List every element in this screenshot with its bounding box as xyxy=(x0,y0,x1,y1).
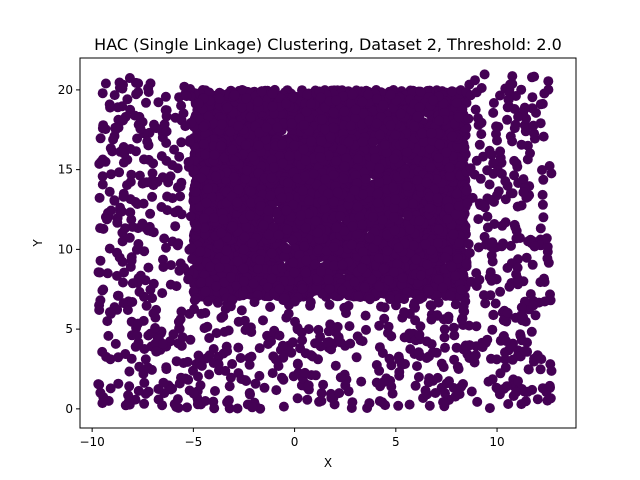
scatter-point xyxy=(444,170,455,181)
scatter-point xyxy=(302,89,313,100)
scatter-point xyxy=(328,170,339,180)
scatter-point xyxy=(268,222,279,233)
scatter-point xyxy=(300,267,311,278)
scatter-point xyxy=(248,177,259,188)
chart-title: HAC (Single Linkage) Clustering, Dataset… xyxy=(94,35,562,54)
scatter-point xyxy=(439,107,450,118)
scatter-point xyxy=(209,118,219,129)
scatter-point xyxy=(359,282,370,293)
point-region-filled-rectangle xyxy=(188,84,472,303)
scatter-point xyxy=(389,203,399,214)
scatter-point xyxy=(407,86,418,97)
scatter-point xyxy=(363,89,374,100)
scatter-point xyxy=(232,256,243,267)
scatter-point xyxy=(311,282,322,293)
scatter-point xyxy=(310,216,321,226)
scatter-points xyxy=(93,69,557,414)
scatter-point xyxy=(198,139,209,150)
scatter-point xyxy=(287,235,298,245)
scatter-point xyxy=(346,239,357,250)
scatter-point xyxy=(246,197,257,208)
scatter-point xyxy=(265,190,276,201)
scatter-point xyxy=(377,214,388,225)
scatter-point xyxy=(408,198,418,209)
scatter-point xyxy=(303,208,314,219)
scatter-point xyxy=(289,267,300,278)
scatter-point xyxy=(358,247,368,257)
scatter-point xyxy=(402,181,413,192)
scatter-point xyxy=(240,173,251,184)
scatter-point xyxy=(433,224,444,235)
scatter-point xyxy=(231,281,242,291)
scatter-point xyxy=(310,259,320,270)
scatter-point xyxy=(220,255,231,266)
scatter-point xyxy=(260,134,271,145)
scatter-point xyxy=(209,212,220,223)
scatter-point xyxy=(343,199,354,210)
scatter-point xyxy=(424,191,435,202)
scatter-point xyxy=(360,255,371,266)
scatter-point xyxy=(203,111,214,122)
scatter-point xyxy=(253,263,263,274)
scatter-point xyxy=(380,140,390,150)
scatter-point xyxy=(237,85,248,95)
scatter-point xyxy=(461,258,472,269)
scatter-point xyxy=(381,174,392,185)
scatter-point xyxy=(313,244,324,255)
scatter-point xyxy=(267,88,278,99)
scatter-point xyxy=(323,150,334,161)
scatter-point xyxy=(299,241,310,252)
scatter-point xyxy=(282,185,293,196)
scatter-point xyxy=(229,172,240,183)
scatter-point xyxy=(221,245,232,256)
scatter-point xyxy=(440,252,451,263)
scatter-point xyxy=(241,221,251,232)
scatter-point xyxy=(447,86,457,97)
scatter-point xyxy=(431,174,442,185)
scatter-point xyxy=(398,198,409,209)
scatter-point xyxy=(444,202,454,213)
scatter-point xyxy=(294,250,305,261)
scatter-point xyxy=(286,118,297,129)
scatter-point xyxy=(381,147,392,158)
scatter-point xyxy=(369,145,380,156)
scatter-point xyxy=(210,171,221,182)
scatter-point xyxy=(324,284,335,294)
scatter-point xyxy=(388,102,399,113)
